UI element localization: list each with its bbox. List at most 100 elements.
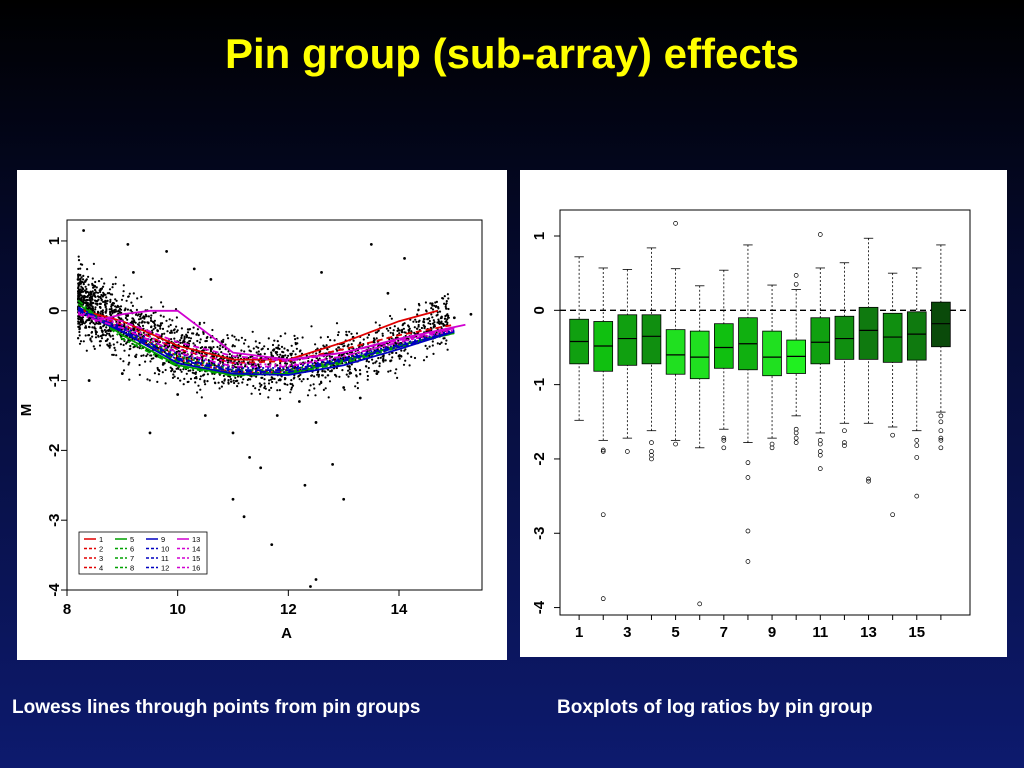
data-point: [278, 389, 281, 392]
data-point: [78, 330, 81, 334]
data-point: [424, 344, 427, 347]
outlier-point: [600, 596, 606, 602]
data-point: [77, 259, 81, 262]
data-point: [222, 382, 225, 385]
data-point: [91, 335, 94, 338]
data-point: [423, 318, 426, 321]
data-point: [259, 353, 262, 356]
data-point: [435, 331, 438, 334]
data-point: [185, 333, 188, 336]
data-point: [100, 293, 103, 297]
data-point: [393, 325, 396, 328]
data-point: [348, 372, 351, 375]
data-point: [341, 369, 344, 372]
data-point: [109, 330, 112, 333]
outlier-point: [649, 440, 654, 445]
data-point: [335, 348, 338, 351]
data-point: [293, 334, 296, 337]
data-point: [108, 344, 111, 347]
data-point: [125, 342, 128, 345]
data-point: [83, 289, 86, 292]
data-point: [255, 375, 258, 378]
data-point: [371, 358, 374, 361]
data-point: [251, 330, 254, 333]
data-point: [84, 285, 87, 288]
data-point: [331, 462, 334, 466]
lowess-line-10: [77, 308, 455, 371]
data-point: [109, 335, 112, 338]
data-point: [179, 341, 182, 344]
legend-label: 5: [130, 535, 134, 544]
data-point: [152, 357, 155, 360]
data-point: [175, 330, 178, 333]
y-tick-label: -4: [531, 600, 548, 614]
data-point: [395, 368, 398, 371]
data-point: [417, 309, 420, 312]
data-point: [92, 293, 96, 296]
x-tick-label: 5: [671, 624, 679, 641]
outlier-point: [793, 273, 799, 278]
data-point: [82, 278, 85, 281]
data-point: [85, 290, 88, 293]
data-point: [197, 334, 200, 337]
outlier-point: [938, 438, 944, 443]
data-point: [469, 312, 473, 316]
data-point: [94, 327, 97, 330]
data-point: [139, 317, 142, 320]
data-point: [377, 357, 380, 360]
data-point: [197, 384, 200, 387]
data-point: [422, 320, 425, 323]
data-point: [192, 326, 195, 329]
legend-label: 12: [161, 564, 169, 573]
data-point: [169, 366, 172, 369]
data-point: [427, 322, 430, 325]
data-point: [431, 340, 434, 343]
data-point: [150, 354, 153, 357]
data-point: [234, 376, 237, 379]
data-point: [436, 313, 439, 316]
data-point: [94, 308, 97, 311]
data-point: [108, 288, 112, 291]
data-point: [179, 379, 182, 382]
outlier-point: [793, 440, 799, 445]
data-point: [432, 352, 435, 355]
data-point: [226, 361, 229, 364]
data-point: [115, 354, 118, 357]
data-point: [187, 336, 191, 339]
data-point: [111, 283, 115, 286]
data-point: [337, 346, 340, 349]
data-point: [442, 297, 445, 300]
box-group-15: [906, 267, 927, 499]
data-point: [173, 331, 176, 334]
data-point: [395, 351, 398, 355]
data-point: [216, 345, 219, 349]
data-point: [119, 357, 122, 360]
outlier-point: [914, 438, 920, 443]
data-point: [208, 346, 211, 349]
data-point: [82, 281, 85, 284]
data-point: [347, 369, 350, 372]
data-point: [326, 335, 329, 339]
data-point: [290, 386, 293, 389]
data-point: [410, 355, 413, 358]
data-point: [86, 295, 89, 298]
data-point: [398, 329, 401, 332]
data-point: [140, 312, 143, 315]
plot-frame: [559, 209, 971, 616]
data-point: [233, 345, 236, 348]
data-point: [258, 382, 261, 385]
data-point: [142, 354, 145, 357]
data-point: [342, 345, 345, 348]
data-point: [335, 322, 339, 325]
data-point: [396, 376, 399, 379]
data-point: [145, 354, 148, 358]
data-point: [139, 315, 142, 318]
data-point: [313, 375, 316, 378]
data-point: [100, 277, 103, 280]
data-point: [327, 396, 330, 399]
data-point: [330, 355, 334, 358]
data-point: [165, 250, 169, 253]
data-point: [219, 344, 222, 347]
data-point: [328, 355, 331, 358]
data-point: [392, 329, 395, 332]
